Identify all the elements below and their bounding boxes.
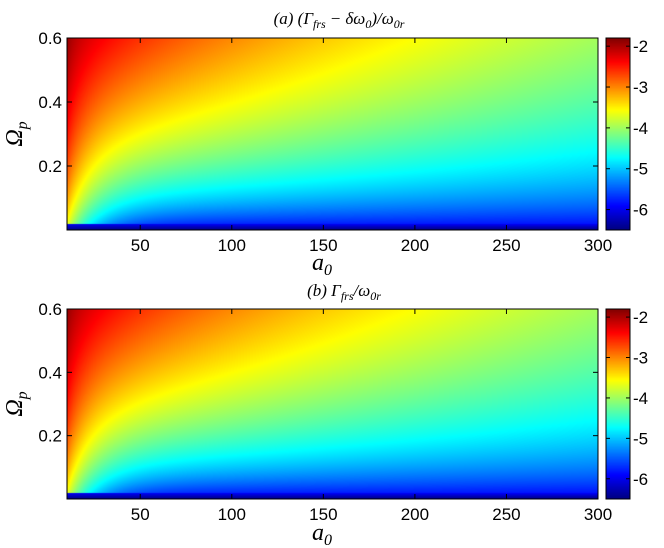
panel-a-xtick-label: 100 bbox=[218, 236, 246, 255]
panel-a: (a) (Γfrs − δω0)/ω0r 50 100 150 200 250 300 0.2… bbox=[2, 9, 648, 279]
panel-b-heatmap-image bbox=[67, 309, 598, 499]
panel-b-xlabel: a0 bbox=[312, 520, 332, 548]
panel-a-heatmap-image bbox=[67, 38, 598, 230]
panel-a-colorbar-box bbox=[605, 37, 631, 231]
panel-a-ytick-label: 0.4 bbox=[38, 93, 62, 112]
panel-a-ytick-label: 0.2 bbox=[38, 157, 62, 176]
panel-a-colorbar-tick-label: -3 bbox=[633, 78, 648, 97]
panel-a-colorbar-tick-label: -6 bbox=[633, 201, 648, 220]
panel-a-xlabel: a0 bbox=[312, 250, 332, 279]
panel-a-ticks: 50 100 150 200 250 300 0.2 0.4 0.6 bbox=[38, 29, 612, 255]
panel-b-ylabel: Ωp bbox=[2, 391, 31, 416]
panel-a-xtick-label: 300 bbox=[584, 236, 612, 255]
panel-b-colorbar-tick-label: -4 bbox=[633, 389, 648, 408]
panel-b-xtick-label: 250 bbox=[492, 505, 520, 524]
panel-b-xtick-label: 300 bbox=[584, 505, 612, 524]
panel-a-ytick-label: 0.6 bbox=[38, 29, 62, 48]
panel-b-xtick-label: 150 bbox=[309, 505, 337, 524]
panel-b-ticks: 50 100 150 200 250 300 0.2 0.4 0.6 bbox=[38, 300, 612, 524]
panel-a-xtick-label: 250 bbox=[492, 236, 520, 255]
panel-b-ytick-label: 0.2 bbox=[38, 427, 62, 446]
panel-a-xtick-label: 150 bbox=[309, 236, 337, 255]
panel-b-colorbar: -2 -3 -4 -5 -6 bbox=[605, 308, 648, 500]
panel-b-colorbar-ticks: -2 -3 -4 -5 -6 bbox=[606, 308, 648, 489]
panel-a-colorbar-tick-label: -5 bbox=[633, 160, 648, 179]
panel-b-heatmap bbox=[66, 308, 599, 500]
panel-b-title: (b) Γfrs/ω0r bbox=[307, 281, 381, 303]
panel-b-colorbar-tick-label: -6 bbox=[633, 470, 648, 489]
panel-b-xtick-label: 100 bbox=[218, 505, 246, 524]
panel-b-colorbar-tick-label: -5 bbox=[633, 429, 648, 448]
panel-b-ytick-label: 0.6 bbox=[38, 300, 62, 319]
panel-a-colorbar-tick-label: -4 bbox=[633, 119, 648, 138]
panel-b-colorbar-tick-label: -2 bbox=[633, 308, 648, 327]
panel-a-colorbar-image bbox=[606, 38, 630, 230]
panel-a-title: (a) (Γfrs − δω0)/ω0r bbox=[274, 9, 405, 31]
panel-a-ylabel: Ωp bbox=[2, 121, 31, 146]
panel-b-colorbar-image bbox=[606, 309, 630, 499]
panel-b-axes-box bbox=[66, 308, 599, 500]
panel-a-colorbar-tick-label: -2 bbox=[633, 37, 648, 56]
panel-b: (b) Γfrs/ω0r 50 100 150 200 250 3000.20.40.6 … bbox=[2, 281, 648, 548]
panel-a-xtick-label: 200 bbox=[401, 236, 429, 255]
panel-a-heatmap bbox=[66, 37, 599, 231]
panel-a-colorbar: -2 -3 -4 -5 -6 bbox=[605, 37, 648, 231]
panel-b-colorbar-box bbox=[605, 308, 631, 500]
panel-a-axes-box bbox=[66, 37, 599, 231]
panel-b-ytick-label: 0.4 bbox=[38, 363, 62, 382]
panel-a-colorbar-ticks: -2 -3 -4 -5 -6 bbox=[606, 37, 648, 220]
panel-a-xtick-label: 50 bbox=[131, 236, 150, 255]
panel-b-xtick-label: 50 bbox=[131, 505, 150, 524]
panel-b-xtick-label: 200 bbox=[401, 505, 429, 524]
panel-b-colorbar-tick-label: -3 bbox=[633, 349, 648, 368]
